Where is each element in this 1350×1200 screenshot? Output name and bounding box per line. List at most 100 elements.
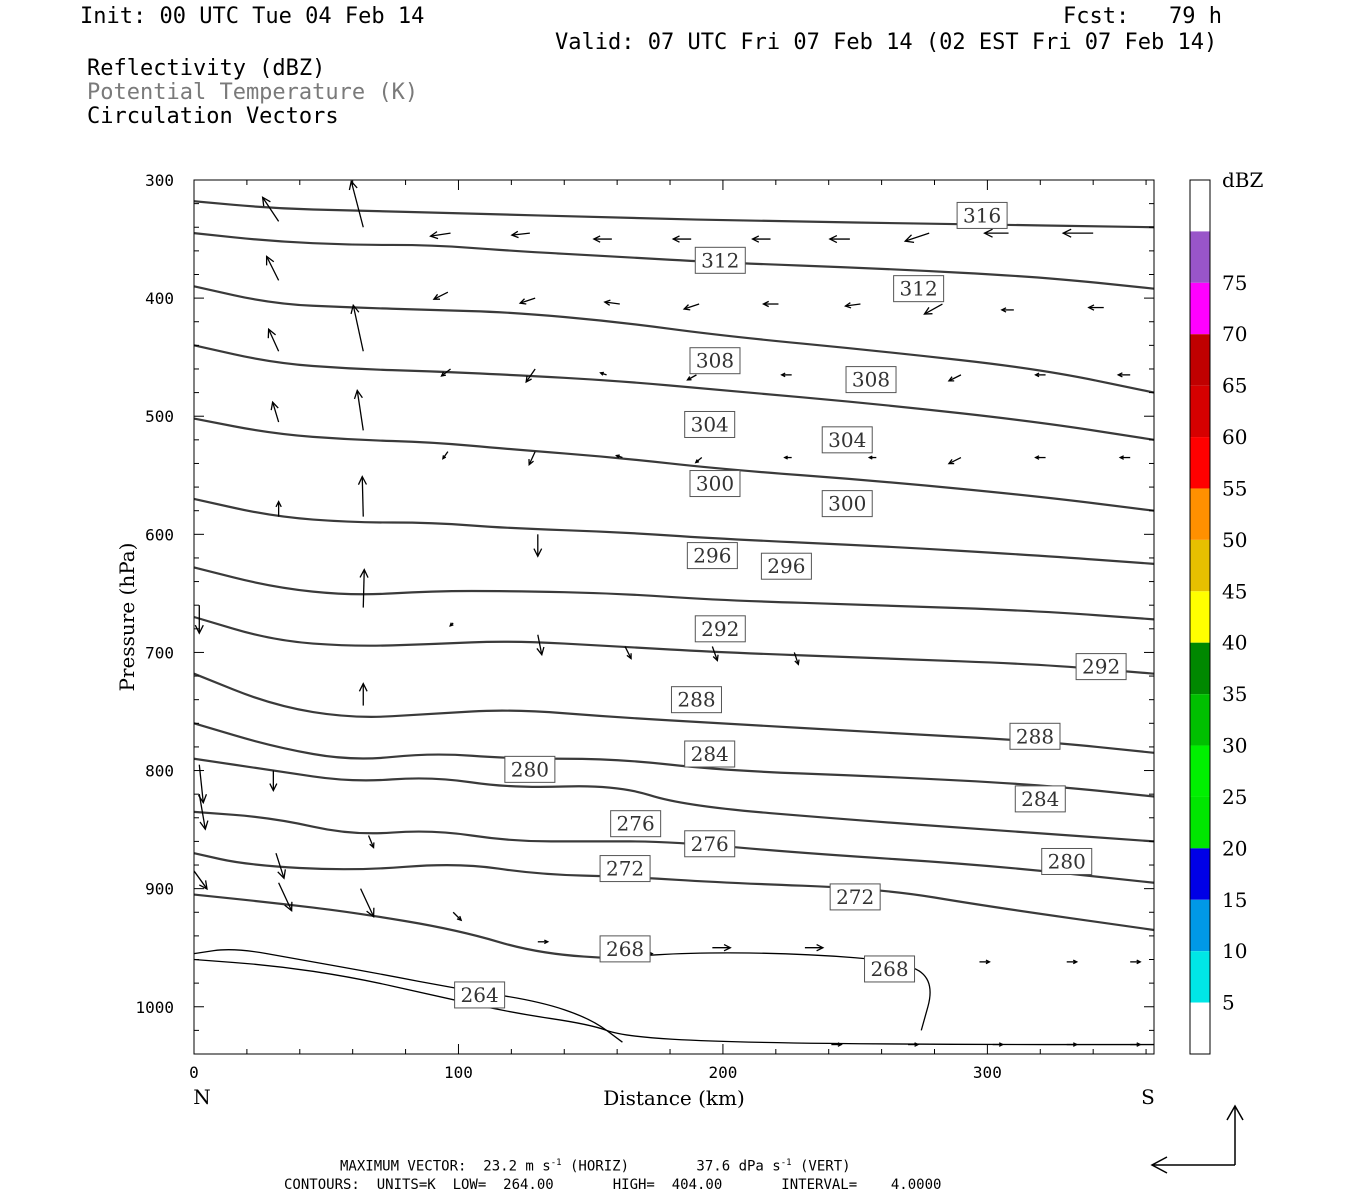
colorbar-swatch (1190, 539, 1210, 592)
y-axis-label: Pressure (hPa) (115, 543, 139, 692)
circulation-vector (793, 652, 800, 666)
colorbar-level-label: 30 (1222, 734, 1247, 758)
circulation-vector (194, 605, 204, 635)
contour-label: 276 (684, 830, 736, 858)
circulation-vector (1116, 372, 1131, 378)
x-axis-label: Distance (km) (603, 1086, 745, 1110)
colorbar-swatch (1190, 796, 1210, 849)
svg-text:280: 280 (511, 757, 549, 781)
svg-text:312: 312 (900, 277, 938, 301)
svg-text:312: 312 (701, 248, 739, 272)
contour-label: 272 (599, 855, 651, 883)
circulation-vector (442, 451, 449, 460)
circulation-vector (278, 882, 293, 913)
circulation-vector (762, 300, 779, 308)
x-tick-label: 200 (708, 1063, 737, 1082)
colorbar-swatch (1190, 642, 1210, 695)
colorbar-level-label: 20 (1222, 836, 1247, 860)
circulation-vector (1130, 959, 1142, 965)
theta-contour-264 (193, 958, 1154, 1046)
circulation-vector (592, 235, 612, 243)
contour-label: 304 (821, 426, 873, 454)
theta-contour-272 (193, 852, 1155, 932)
circulation-vector (712, 943, 732, 952)
svg-text:304: 304 (828, 428, 866, 452)
colorbar-frame (1189, 179, 1211, 1055)
circulation-vector (867, 455, 877, 460)
circulation-vector (682, 303, 700, 311)
circulation-vector (357, 475, 368, 517)
field-reflectivity: Reflectivity (dBZ) (87, 56, 326, 81)
contour-label: 272 (829, 883, 881, 911)
svg-text:284: 284 (1021, 787, 1059, 811)
circulation-vector (449, 622, 454, 627)
circulation-vector (1130, 1042, 1142, 1047)
contour-label: 268 (599, 935, 651, 963)
circulation-vector (275, 500, 282, 517)
colorbar-swatch (1190, 180, 1210, 232)
y-tick-label: 800 (145, 762, 174, 781)
circulation-vector (275, 853, 286, 880)
reference-vector (1150, 1104, 1244, 1174)
theta-contour-268 (617, 952, 931, 1031)
contour-label: 292 (1075, 653, 1127, 681)
circulation-vector (429, 231, 451, 240)
contour-label: 316 (956, 201, 1008, 229)
circulation-vector (1034, 455, 1046, 460)
contour-label: 296 (686, 542, 738, 570)
colorbar-swatch (1190, 385, 1210, 438)
contour-label: 308 (689, 347, 741, 375)
contour-label: 312 (694, 246, 746, 274)
circulation-vector (533, 534, 543, 558)
svg-text:268: 268 (606, 937, 644, 961)
theta-contour-292 (193, 615, 1155, 675)
svg-text:300: 300 (828, 492, 866, 516)
circulation-vector (831, 1042, 843, 1047)
colorbar-swatch (1190, 591, 1210, 643)
svg-text:300: 300 (696, 472, 734, 496)
circulation-vector (624, 646, 632, 660)
circulation-vector (269, 770, 278, 792)
circulation-vector (261, 196, 280, 222)
x-end-label-right: S (1141, 1085, 1155, 1109)
circulation-vector (350, 303, 364, 352)
circulation-vector (1118, 455, 1131, 460)
theta-contour-308 (193, 344, 1155, 441)
x-tick-label: 0 (189, 1063, 199, 1082)
theta-contour-320 (193, 200, 1155, 229)
contour-label: 276 (610, 810, 662, 838)
contour-label: 284 (1014, 785, 1066, 813)
circulation-vector (780, 372, 792, 378)
contour-label: 284 (684, 740, 736, 768)
svg-text:280: 280 (1048, 849, 1086, 873)
theta-contour-312 (193, 285, 1155, 394)
y-tick-label: 500 (145, 407, 174, 426)
theta-contour-288 (193, 672, 1155, 754)
colorbar-level-label: 5 (1222, 991, 1235, 1015)
circulation-vector (528, 451, 536, 466)
circulation-vector (751, 235, 771, 243)
colorbar-swatch (1190, 437, 1210, 489)
contour-label: 292 (694, 615, 746, 643)
contour-label: 300 (821, 490, 873, 518)
circulation-vector (947, 456, 962, 465)
colorbar-swatch (1190, 1002, 1210, 1054)
circulation-vector (537, 939, 550, 945)
x-tick-label: 100 (444, 1063, 473, 1082)
contour-label: 288 (1009, 722, 1061, 750)
y-tick-label: 1000 (135, 998, 174, 1017)
theta-contour-300 (193, 497, 1155, 565)
circulation-vector (367, 835, 375, 849)
circulation-vector (783, 455, 792, 460)
svg-text:292: 292 (701, 617, 739, 641)
svg-text:304: 304 (691, 412, 729, 436)
circulation-vector (711, 646, 719, 662)
circulation-vector (358, 682, 368, 706)
contour-label: 280 (1041, 847, 1093, 875)
circulation-vector (1066, 1042, 1079, 1047)
circulation-vector (983, 228, 1009, 238)
colorbar-swatch (1190, 282, 1210, 335)
circulation-vector (1034, 372, 1046, 378)
circulation-vector (903, 232, 930, 244)
circulation-vector (518, 297, 536, 305)
